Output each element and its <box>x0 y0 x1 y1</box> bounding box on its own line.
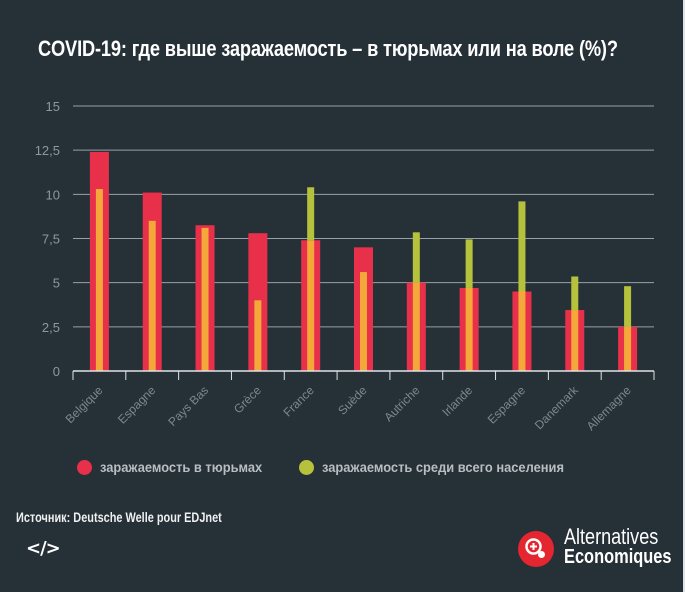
x-tick-label: France <box>280 383 317 420</box>
bar-population <box>465 239 473 288</box>
bar-overlap <box>465 287 473 371</box>
chart-title: COVID-19: где выше заражаемость – в тюрь… <box>38 36 618 61</box>
bar-overlap <box>571 310 579 371</box>
bar-overlap <box>518 291 526 371</box>
y-tick-label: 15 <box>46 99 60 114</box>
bar-population <box>360 272 367 371</box>
bar-population <box>571 276 579 311</box>
x-tick-label: Danemark <box>532 383 582 433</box>
brand-name-line1: Alternatives <box>564 524 659 549</box>
legend-item-prisons: заражаемость в тюрьмах <box>77 459 276 475</box>
legend-item-population: заражаемость среди всего населения <box>299 459 585 475</box>
bar-overlap <box>412 282 420 371</box>
x-tick-label: Espagne <box>485 383 529 427</box>
magnifier-plus-icon <box>518 531 554 567</box>
legend-dot-prisons <box>77 459 92 475</box>
bar-population <box>148 220 156 371</box>
x-tick-label: Pays Bas <box>165 383 211 429</box>
y-tick-label: 10 <box>46 187 60 202</box>
x-tick-label: Espagne <box>115 383 159 427</box>
x-tick-label: Grèce <box>231 383 264 416</box>
x-tick-label: Irlande <box>439 383 475 419</box>
bar-population <box>307 187 315 241</box>
x-tick-label: Suède <box>335 383 370 418</box>
y-tick-label: 2,5 <box>42 320 60 335</box>
y-axis-ticks: 0 2,5 5 7,5 10 12,5 15 <box>35 99 60 379</box>
x-tick-label: Autriche <box>381 383 422 424</box>
bar-population <box>254 300 262 371</box>
y-tick-label: 7,5 <box>42 232 60 247</box>
bar-overlap <box>307 240 315 371</box>
bar-population <box>201 227 209 371</box>
bar-population <box>518 201 526 292</box>
bar-population <box>412 232 420 283</box>
bar-population <box>95 189 103 371</box>
brand-name-line2: Economiques <box>564 546 672 568</box>
frame-edge <box>683 0 685 592</box>
bars <box>89 151 638 371</box>
x-axis-labels: Belgique Espagne Pays Bas Grèce France Suède A… <box>63 383 634 434</box>
bar-overlap <box>624 326 632 371</box>
x-axis <box>72 370 655 380</box>
x-tick-label: Allemagne <box>584 383 634 433</box>
y-tick-label: 12,5 <box>35 143 60 158</box>
legend-dot-population <box>299 459 314 475</box>
legend-label-population: заражаемость среди всего населения <box>322 459 564 475</box>
bar-population <box>624 286 632 327</box>
x-tick-label: Belgique <box>63 383 106 426</box>
code-embed-icon[interactable]: </> <box>26 538 61 559</box>
source-note: Источник: Deutsche Welle pour EDJnet <box>16 509 222 525</box>
y-tick-label: 5 <box>53 276 60 291</box>
y-tick-label: 0 <box>53 364 60 379</box>
legend-label-prisons: заражаемость в тюрьмах <box>100 459 263 475</box>
